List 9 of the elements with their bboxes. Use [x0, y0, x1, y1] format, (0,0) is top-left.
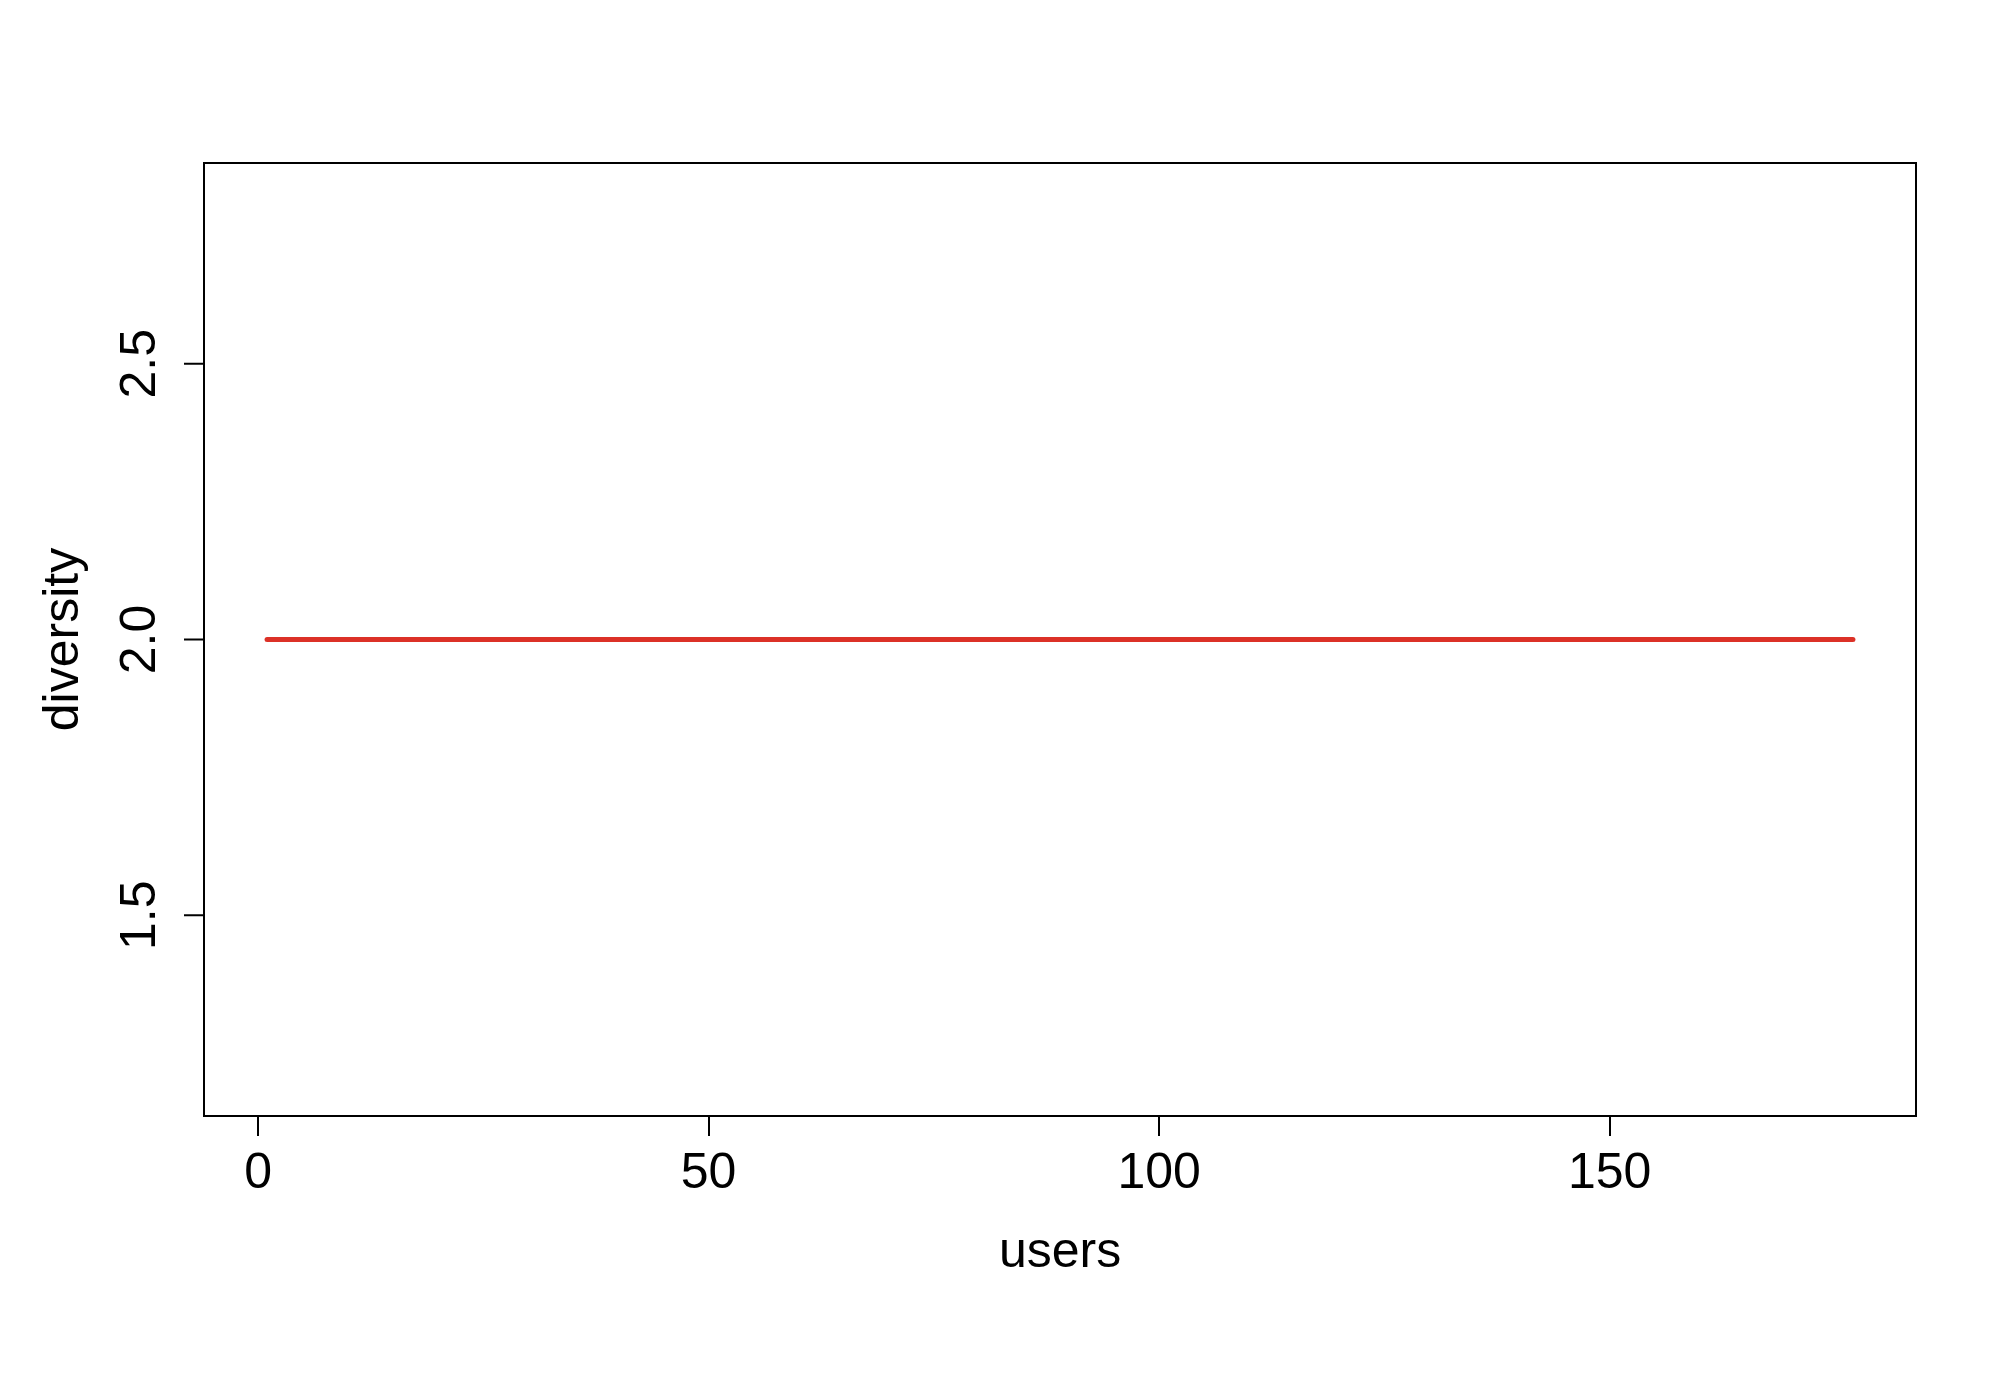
y-tick-label: 1.5: [109, 880, 166, 951]
x-tick-label: 50: [680, 1142, 737, 1199]
y-axis-title: diversity: [32, 547, 89, 732]
x-tick-label: 100: [1117, 1142, 1201, 1199]
y-tick-label: 2.0: [109, 604, 166, 675]
x-tick-label: 150: [1567, 1142, 1652, 1199]
y-tick-label: 2.5: [109, 328, 166, 399]
x-tick-label: 0: [244, 1142, 272, 1199]
x-axis-title: users: [998, 1221, 1122, 1278]
